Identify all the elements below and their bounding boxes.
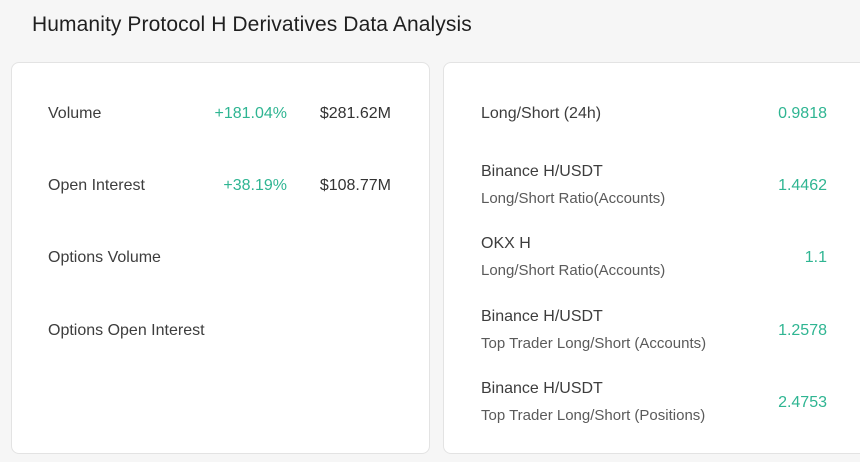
binance-top-trader-positions-pair-label: Binance H/USDT	[481, 380, 603, 397]
binance-pair-label: Binance H/USDT	[481, 163, 603, 180]
binance-top-trader-accounts-value: 1.2578	[778, 322, 827, 339]
derivatives-summary-card: Volume +181.04% $281.62M Open Interest +…	[11, 62, 430, 454]
long-short-ratio-card: Long/Short (24h) 0.9818 Binance H/USDT L…	[443, 62, 860, 454]
okx-pair-label: OKX H	[481, 235, 531, 252]
long-short-24h-value: 0.9818	[778, 105, 827, 122]
binance-top-trader-positions-type-label: Top Trader Long/Short (Positions)	[481, 407, 706, 424]
binance-top-trader-positions-value: 2.4753	[778, 394, 827, 411]
long-short-24h-label: Long/Short (24h)	[481, 105, 602, 122]
options-volume-label: Options Volume	[48, 249, 161, 266]
okx-ratio-type-label: Long/Short Ratio(Accounts)	[481, 262, 666, 279]
binance-top-trader-accounts-pair-label: Binance H/USDT	[481, 308, 603, 325]
options-volume-row: Options Volume	[12, 247, 429, 269]
open-interest-value: $108.77M	[319, 177, 391, 194]
binance-long-short-accounts-value: 1.4462	[778, 177, 827, 194]
volume-change: +181.04%	[214, 105, 287, 122]
options-open-interest-label: Options Open Interest	[48, 322, 205, 339]
volume-value: $281.62M	[319, 105, 391, 122]
open-interest-row: Open Interest +38.19% $108.77M	[12, 175, 429, 197]
binance-top-trader-accounts-type-label: Top Trader Long/Short (Accounts)	[481, 335, 707, 352]
volume-row: Volume +181.04% $281.62M	[12, 103, 429, 125]
binance-ratio-type-label: Long/Short Ratio(Accounts)	[481, 190, 666, 207]
volume-label: Volume	[48, 105, 102, 122]
open-interest-change: +38.19%	[223, 177, 287, 194]
open-interest-label: Open Interest	[48, 177, 145, 194]
okx-long-short-accounts-value: 1.1	[804, 249, 827, 266]
page-title: Humanity Protocol H Derivatives Data Ana…	[32, 13, 472, 36]
options-open-interest-row: Options Open Interest	[12, 320, 429, 342]
